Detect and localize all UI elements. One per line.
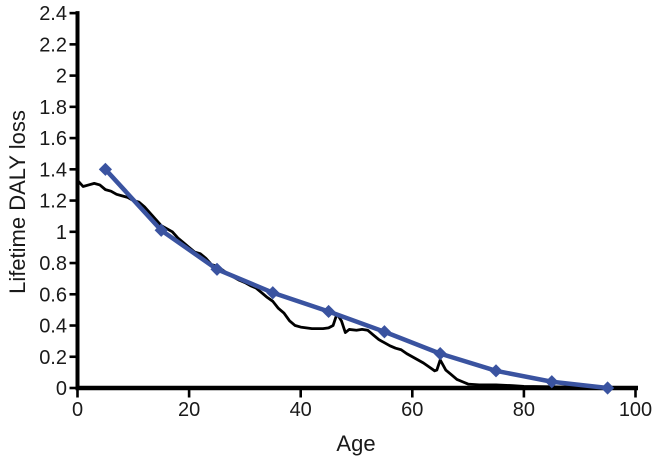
- y-tick-label: 1.4: [39, 159, 67, 181]
- y-tick-label: 1.8: [39, 97, 67, 119]
- y-tick-label: 0.6: [39, 284, 67, 306]
- x-tick-label: 100: [619, 399, 652, 421]
- y-tick-label: 0.2: [39, 347, 67, 369]
- x-tick-label: 40: [290, 399, 312, 421]
- diamond-marker: [98, 162, 112, 176]
- y-tick-label: 0.8: [39, 253, 67, 275]
- diamond-marker: [322, 304, 336, 319]
- x-tick-label: 0: [72, 399, 83, 421]
- y-axis-title: Lifetime DALY loss: [5, 110, 30, 294]
- diamond-marker: [433, 347, 447, 361]
- blue-series-line: [103, 167, 610, 391]
- diamond-marker: [377, 325, 391, 339]
- x-axis-title: Age: [336, 431, 376, 456]
- y-tick-label: 0.4: [39, 316, 67, 338]
- black-series-line: [76, 178, 637, 390]
- diamond-marker: [210, 262, 224, 276]
- diamond-marker: [545, 375, 559, 389]
- x-tick-label: 20: [178, 399, 200, 421]
- diamond-marker: [266, 286, 280, 300]
- y-tick-label: 2.4: [39, 3, 67, 25]
- y-tick-label: 2.2: [39, 34, 67, 56]
- x-tick-label: 60: [401, 399, 423, 421]
- diamond-marker: [601, 381, 615, 395]
- y-tick-label: 1.2: [39, 191, 67, 213]
- diamond-marker: [154, 223, 168, 237]
- y-tick-label: 0: [56, 378, 67, 400]
- y-tick-label: 1: [56, 222, 67, 244]
- x-tick-label: 80: [513, 399, 535, 421]
- axes: [69, 11, 638, 398]
- y-tick-label: 1.6: [39, 128, 67, 150]
- y-tick-label: 2: [56, 66, 67, 88]
- diamond-marker: [489, 364, 503, 378]
